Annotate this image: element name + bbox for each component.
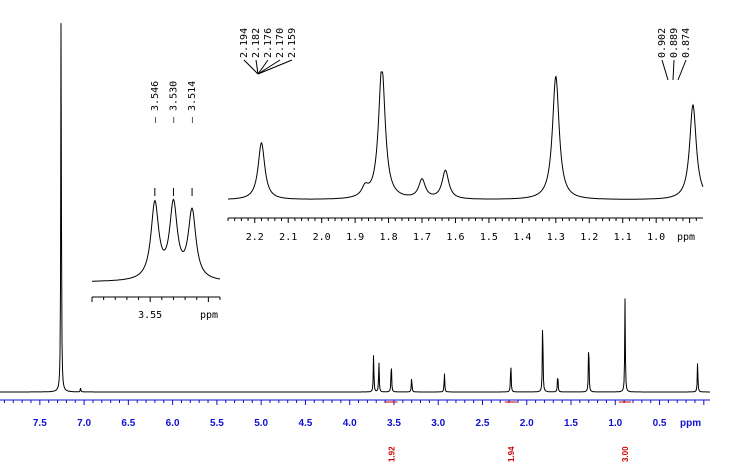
inset-right-tick-label: 1.5 xyxy=(480,232,498,243)
inset-left-x-label: ppm xyxy=(200,310,218,321)
peak-label: — 3.514 xyxy=(187,81,198,123)
peak-label: 0.874 xyxy=(681,28,692,58)
peak-leader xyxy=(677,59,687,81)
peak-label: — 3.530 xyxy=(168,81,179,123)
main-tick-label: 4.5 xyxy=(298,418,312,429)
main-tick-label: 4.0 xyxy=(343,418,357,429)
peak-label: 2.182 xyxy=(251,28,262,58)
main-tick-label: 7.5 xyxy=(33,418,47,429)
main-tick-label: 2.5 xyxy=(476,418,490,429)
main-tick-label: 5.0 xyxy=(254,418,268,429)
integral-value: 1.94 xyxy=(507,446,516,462)
inset-left: 3.55 ppm — 3.546 — 3.530 — 3.514 xyxy=(91,81,221,321)
peak-leader xyxy=(257,59,293,75)
inset-right-tick-label: 1.4 xyxy=(513,232,531,243)
main-tick-label: 5.5 xyxy=(210,418,224,429)
peak-label: 2.194 xyxy=(239,28,250,58)
peak-label: 0.902 xyxy=(657,28,668,58)
inset-right-tick-label: 1.7 xyxy=(413,232,431,243)
inset-right-tick-label: 1.3 xyxy=(547,232,565,243)
inset-left-spectrum-line xyxy=(92,198,221,282)
main-tick-label: 1.5 xyxy=(564,418,578,429)
integral-labels: 1.92 1.94 3.00 xyxy=(385,401,632,462)
peak-leader xyxy=(243,59,259,75)
peak-leader xyxy=(672,59,675,81)
inset-right: 2.2 2.1 2.0 1.9 1.8 1.7 1.6 1.5 1.4 1.3 1.2 1.1 1.0 … xyxy=(227,28,704,243)
main-tick-label: 3.0 xyxy=(431,418,445,429)
peak-label: — 3.546 xyxy=(150,81,161,123)
peak-label: 2.170 xyxy=(275,28,286,58)
integral-value: 1.92 xyxy=(387,446,396,462)
main-tick-label: 6.5 xyxy=(121,418,135,429)
inset-right-peak-labels: 2.194 2.182 2.176 2.170 2.159 0.902 0.889 0.874 xyxy=(239,28,692,81)
inset-left-tick-label: 3.55 xyxy=(138,310,162,321)
peak-leader xyxy=(257,59,269,75)
inset-right-x-ticks: 2.2 2.1 2.0 1.9 1.8 1.7 1.6 1.5 1.4 1.3 1.2 1.1 1.0 xyxy=(227,218,697,243)
inset-left-peak-labels: — 3.546 — 3.530 — 3.514 xyxy=(150,81,198,196)
main-spectrum-line xyxy=(0,23,710,393)
main-tick-label: 1.0 xyxy=(608,418,622,429)
peak-label: 2.176 xyxy=(263,28,274,58)
inset-right-tick-label: 1.1 xyxy=(614,232,632,243)
main-tick-label: 6.0 xyxy=(166,418,180,429)
peak-label: 0.889 xyxy=(669,28,680,58)
inset-right-tick-label: 2.2 xyxy=(246,232,264,243)
inset-left-x-ticks: 3.55 xyxy=(91,297,221,321)
inset-right-tick-label: 2.1 xyxy=(279,232,297,243)
main-tick-label: 3.5 xyxy=(387,418,401,429)
inset-right-tick-label: 1.8 xyxy=(380,232,398,243)
main-x-ticks: 7.5 7.0 6.5 6.0 5.5 5.0 4.5 4.0 3.5 3.0 2.5 2.0 1.5 1… xyxy=(3,400,705,429)
integral-value: 3.00 xyxy=(621,446,630,462)
peak-leader xyxy=(661,59,669,81)
main-tick-label: 0.5 xyxy=(653,418,667,429)
inset-right-tick-label: 1.2 xyxy=(580,232,598,243)
main-tick-label: 2.0 xyxy=(520,418,534,429)
inset-right-tick-label: 1.9 xyxy=(346,232,364,243)
inset-right-tick-label: 1.6 xyxy=(446,232,464,243)
inset-right-x-label: ppm xyxy=(677,232,695,243)
main-x-axis-label: ppm xyxy=(680,418,701,429)
inset-right-spectrum-line xyxy=(228,71,704,200)
peak-label: 2.159 xyxy=(287,28,298,58)
peak-leader xyxy=(257,59,281,75)
main-tick-label: 7.0 xyxy=(77,418,91,429)
inset-right-tick-label: 1.0 xyxy=(647,232,665,243)
peak-leader xyxy=(255,59,259,75)
inset-right-tick-label: 2.0 xyxy=(313,232,331,243)
